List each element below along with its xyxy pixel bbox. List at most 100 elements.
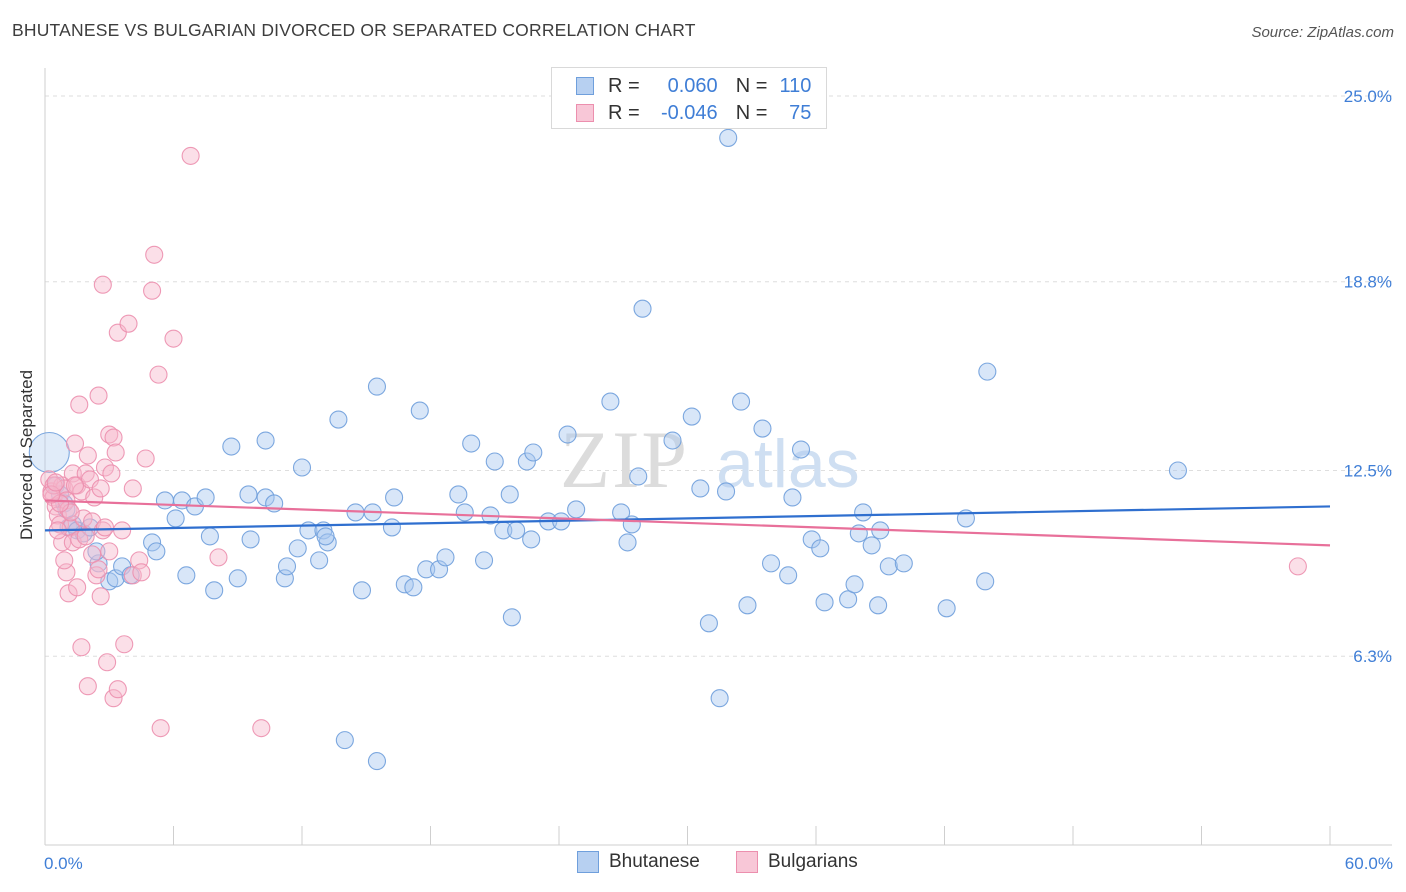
bhutanese-point [601, 392, 620, 411]
bhutanese-point [894, 554, 913, 573]
bhutanese-point [200, 527, 219, 546]
x-tick-label: 60.0% [1345, 854, 1393, 873]
x-tick-label: 0.0% [44, 854, 83, 873]
bulgarians-point [91, 479, 110, 498]
bhutanese-point [28, 431, 70, 474]
bottom-legend-label: Bulgarians [768, 851, 858, 872]
bhutanese-point [691, 479, 710, 498]
bhutanese-point [292, 458, 312, 477]
bhutanese-point [410, 401, 429, 420]
bottom-legend-swatch-blue [577, 851, 599, 873]
bulgarians-point [78, 677, 97, 696]
chart-title: BHUTANESE VS BULGARIAN DIVORCED OR SEPAR… [12, 20, 696, 40]
bhutanese-point [404, 578, 423, 597]
bhutanese-point [474, 551, 494, 570]
y-tick-label: 18.8% [1344, 273, 1392, 292]
bhutanese-point [862, 536, 881, 555]
bhutanese-point [791, 440, 811, 459]
legend-swatch-blue [576, 77, 594, 95]
legend-row-bhutanese: R = 0.060 N = 110 [576, 73, 811, 99]
bhutanese-point [367, 377, 387, 396]
correlation-legend: R = 0.060 N = 110 R = -0.046 N = 75 [551, 67, 827, 129]
bulgarians-point [44, 476, 63, 495]
bhutanese-point [839, 590, 858, 609]
bhutanese-point [524, 443, 543, 462]
bhutanese-point [196, 488, 215, 507]
bhutanese-point [228, 569, 247, 588]
bhutanese-point [455, 503, 474, 522]
legend-r-value: 0.060 [667, 74, 718, 97]
bottom-legend-swatch-pink [736, 851, 758, 873]
legend-row-bulgarians: R = -0.046 N = 75 [576, 100, 811, 126]
bhutanese-point [166, 509, 185, 528]
bhutanese-point [335, 731, 354, 750]
bhutanese-point [854, 503, 873, 522]
bulgarians-point [83, 545, 102, 564]
bulgarians-point [65, 434, 85, 453]
bhutanese-point [310, 551, 329, 570]
series-bhutanese [28, 128, 1187, 771]
legend-n-label: N = [735, 74, 768, 97]
bulgarians-point [115, 635, 134, 654]
bulgarians-point [119, 314, 138, 333]
bulgarians-point [181, 146, 200, 165]
y-axis-label: Divorced or Separated [17, 369, 36, 541]
bhutanese-point [517, 452, 536, 471]
bhutanese-point [417, 560, 436, 579]
bhutanese-point [239, 485, 258, 504]
bhutanese-point [633, 299, 652, 318]
bhutanese-point [845, 575, 864, 594]
bulgarians-point [164, 329, 183, 348]
bulgarians-point [78, 446, 97, 465]
bhutanese-point [385, 488, 404, 507]
bulgarians-point [89, 386, 108, 405]
bhutanese-point [147, 542, 166, 561]
bhutanese-point [716, 482, 736, 501]
bhutanese-point [719, 128, 738, 147]
bulgarians-point [149, 365, 168, 384]
bulgarians-point [91, 587, 110, 606]
bulgarians-point [104, 689, 123, 708]
bhutanese-point [288, 539, 307, 558]
bhutanese-point [522, 530, 541, 549]
bhutanese-point [937, 599, 956, 618]
bulgarians-trend-line [44, 499, 1331, 547]
bulgarians-point [108, 680, 127, 699]
bhutanese-point [143, 533, 162, 552]
axes [44, 68, 1392, 846]
bhutanese-point [815, 593, 834, 612]
bhutanese-point [277, 557, 297, 576]
bhutanese-point [849, 524, 868, 543]
bulgarians-point [65, 476, 85, 495]
bhutanese-point [783, 488, 802, 507]
bulgarians-point [132, 563, 151, 582]
bhutanese-point [710, 689, 729, 708]
legend-swatch-pink [576, 104, 594, 122]
bulgarians-point [98, 653, 117, 672]
bhutanese-point [155, 491, 174, 510]
bhutanese-point [329, 410, 348, 429]
bhutanese-point [507, 521, 526, 540]
trend-lines [44, 499, 1331, 547]
bulgarians-point [76, 527, 95, 546]
legend-n-label: N = [735, 101, 768, 124]
watermark-atlas: atlas [716, 426, 860, 502]
bottom-legend-label: Bhutanese [609, 851, 700, 872]
bhutanese-point [316, 527, 335, 546]
bhutanese-point [976, 572, 995, 591]
bulgarians-point [145, 245, 164, 264]
bhutanese-point [485, 452, 504, 471]
bhutanese-point [500, 485, 519, 504]
bulgarians-point [209, 548, 228, 567]
bulgarians-point [252, 719, 271, 738]
bulgarians-point [70, 395, 89, 414]
bhutanese-point [367, 752, 387, 771]
tick-labels: 6.3% 12.5% 18.8% 25.0% 0.0% 60.0% [44, 87, 1393, 873]
bulgarians-point [123, 479, 142, 498]
bulgarians-point [151, 719, 170, 738]
y-tick-label: 25.0% [1344, 87, 1392, 106]
bhutanese-point [682, 407, 701, 426]
bulgarians-point [46, 473, 65, 492]
legend-r-value: -0.046 [660, 101, 718, 124]
watermark-zip: ZIP [560, 414, 689, 505]
